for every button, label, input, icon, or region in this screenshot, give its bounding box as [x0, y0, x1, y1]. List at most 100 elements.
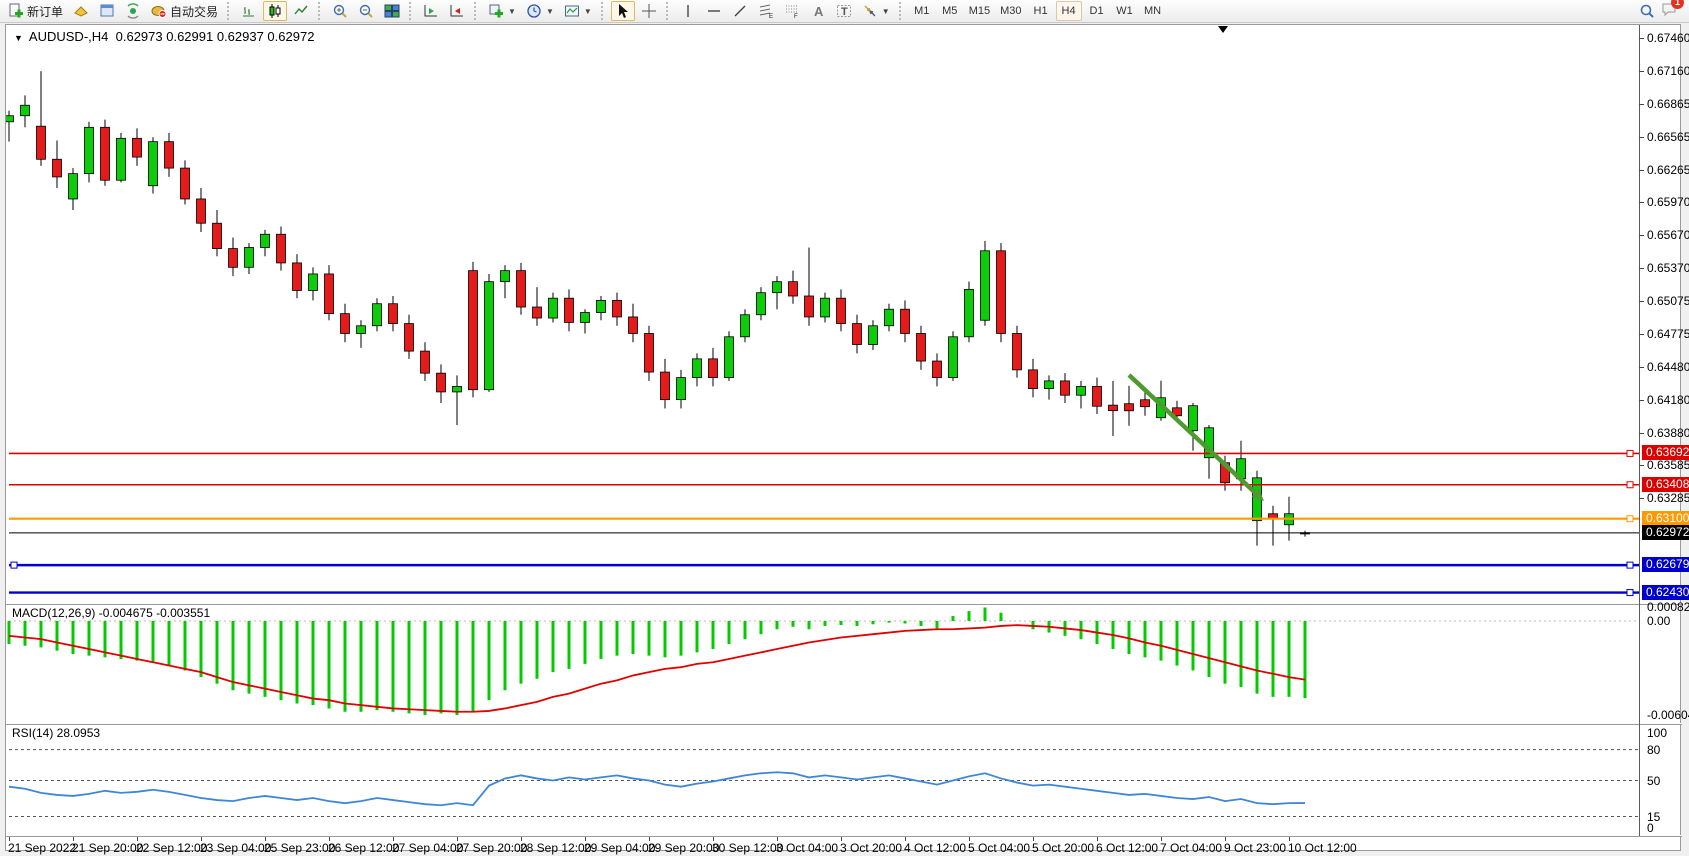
time-axis-label[interactable]: 9 Oct 23:00	[1224, 841, 1287, 855]
tile-windows-button[interactable]	[380, 1, 404, 21]
candle-body-bear[interactable]	[36, 125, 46, 160]
time-axis-label[interactable]: 6 Oct 12:00	[1096, 841, 1159, 855]
rsi-line[interactable]	[8, 771, 1306, 807]
periods-button[interactable]: ▼	[522, 1, 558, 21]
candle-body-bear[interactable]	[1028, 369, 1038, 390]
candle-body-bear[interactable]	[164, 141, 174, 169]
candle-body-bull[interactable]	[964, 288, 974, 338]
candle-body-bear[interactable]	[564, 297, 574, 323]
time-axis-label[interactable]: 7 Oct 04:00	[1160, 841, 1223, 855]
time-axis-label[interactable]: 26 Sep 12:00	[328, 841, 400, 855]
candle-body-bear[interactable]	[788, 281, 798, 297]
candle-body-bear[interactable]	[516, 270, 526, 308]
candle-body-bear[interactable]	[916, 333, 926, 362]
zoom-in-button[interactable]	[328, 1, 352, 21]
candle-body-bear[interactable]	[708, 358, 718, 378]
time-axis-label[interactable]: 5 Oct 04:00	[968, 841, 1031, 855]
line-handle[interactable]	[1626, 481, 1634, 489]
candle-body-bear[interactable]	[1060, 380, 1070, 396]
candle-body-bull[interactable]	[372, 303, 382, 327]
candle-body-bear[interactable]	[1012, 333, 1022, 371]
chart-shift-marker[interactable]	[1218, 26, 1228, 33]
time-axis-label[interactable]: 28 Sep 12:00	[520, 841, 592, 855]
candle-body-bull[interactable]	[308, 273, 318, 291]
time-axis-label[interactable]: 21 Sep 2022	[8, 841, 77, 855]
candle-body-bear[interactable]	[628, 316, 638, 334]
candle-body-bull[interactable]	[884, 308, 894, 327]
text-tool-button[interactable]: A	[806, 1, 830, 21]
candle-body-bull[interactable]	[740, 314, 750, 338]
candle-body-bull[interactable]	[244, 247, 254, 268]
candle-body-bear[interactable]	[996, 250, 1006, 334]
time-axis-label[interactable]: 22 Sep 12:00	[136, 841, 208, 855]
candle-body-bull[interactable]	[1044, 380, 1054, 390]
time-axis-label[interactable]: 30 Sep 12:00	[712, 841, 784, 855]
candle-body-bear[interactable]	[132, 137, 142, 158]
time-axis-label[interactable]: 27 Sep 04:00	[392, 841, 464, 855]
line-handle[interactable]	[1626, 589, 1634, 597]
candle-body-bull[interactable]	[724, 336, 734, 378]
candle-body-bear[interactable]	[612, 300, 622, 318]
candle-body-bear[interactable]	[1092, 386, 1102, 407]
candle-body-bull[interactable]	[116, 137, 126, 181]
candle-body-bull[interactable]	[772, 281, 782, 294]
candle-body-bear[interactable]	[1108, 404, 1118, 412]
candle-body-bull[interactable]	[500, 270, 510, 283]
candle-body-bull[interactable]	[596, 300, 606, 313]
candle-body-bear[interactable]	[212, 222, 222, 249]
candle-body-bear[interactable]	[852, 323, 862, 345]
candle-body-bear[interactable]	[340, 313, 350, 334]
macd-signal-line[interactable]	[8, 624, 1306, 713]
candle-body-bear[interactable]	[532, 306, 542, 319]
time-axis-label[interactable]: 3 Oct 20:00	[840, 841, 903, 855]
time-axis-label[interactable]: 29 Sep 04:00	[584, 841, 656, 855]
templates-button[interactable]: ▼	[560, 1, 596, 21]
candle-body-bull[interactable]	[948, 336, 958, 378]
candle-body-bull[interactable]	[20, 104, 30, 117]
candle-body-bear[interactable]	[404, 323, 414, 352]
candle-body-bull[interactable]	[676, 377, 686, 401]
timeframe-button-mn[interactable]: MN	[1143, 5, 1162, 17]
candle-body-bull[interactable]	[260, 233, 270, 248]
bar-chart-button[interactable]	[237, 1, 261, 21]
charts-button[interactable]	[69, 1, 93, 21]
candle-body-bear[interactable]	[100, 126, 110, 181]
new-order-button[interactable]: 新订单	[4, 1, 67, 21]
timeframe-button-d1[interactable]: D1	[1089, 5, 1104, 17]
signal-button[interactable]	[121, 1, 145, 21]
time-axis-label[interactable]: 21 Sep 20:00	[72, 841, 144, 855]
chart-shift-button[interactable]	[445, 1, 469, 21]
candle-body-bull[interactable]	[980, 250, 990, 321]
arrows-tool-button[interactable]: ▼	[858, 1, 894, 21]
trendline-tool-button[interactable]	[728, 1, 752, 21]
candle-body-bear[interactable]	[900, 308, 910, 334]
candle-body-bull[interactable]	[548, 297, 558, 319]
time-axis-label[interactable]: 27 Sep 20:00	[456, 841, 528, 855]
candle-body-bull[interactable]	[6, 115, 14, 123]
candle-body-bear[interactable]	[644, 333, 654, 373]
candle-body-bear[interactable]	[420, 350, 430, 374]
candle-body-bull[interactable]	[356, 325, 366, 334]
time-axis-label[interactable]: 29 Sep 20:00	[648, 841, 720, 855]
timeframe-button-m15[interactable]: M15	[968, 5, 991, 17]
candle-body-bull[interactable]	[68, 173, 78, 200]
crosshair-tool-button[interactable]	[637, 1, 661, 21]
candle-body-bull[interactable]	[692, 358, 702, 378]
chart-dropdown-icon[interactable]: ▼	[14, 33, 23, 43]
candle-body-bull[interactable]	[84, 126, 94, 175]
cursor-tool-button[interactable]	[610, 1, 635, 21]
horizontal-line-tool-button[interactable]	[702, 1, 726, 21]
time-axis-label[interactable]: 4 Oct 12:00	[904, 841, 967, 855]
line-chart-button[interactable]	[289, 1, 313, 21]
candle-body-bull[interactable]	[1188, 405, 1198, 432]
candle-body-bear[interactable]	[292, 262, 302, 291]
candle-body-bear[interactable]	[932, 360, 942, 378]
candle-body-bear[interactable]	[660, 371, 670, 401]
candle-body-bear[interactable]	[468, 270, 478, 391]
candle-body-bear[interactable]	[228, 248, 238, 268]
candle-body-bull[interactable]	[452, 386, 462, 393]
time-axis-label[interactable]: 3 Oct 04:00	[776, 841, 839, 855]
timeframe-button-h4[interactable]: H4	[1055, 1, 1082, 21]
zoom-out-button[interactable]	[354, 1, 378, 21]
candle-body-bull[interactable]	[868, 325, 878, 345]
